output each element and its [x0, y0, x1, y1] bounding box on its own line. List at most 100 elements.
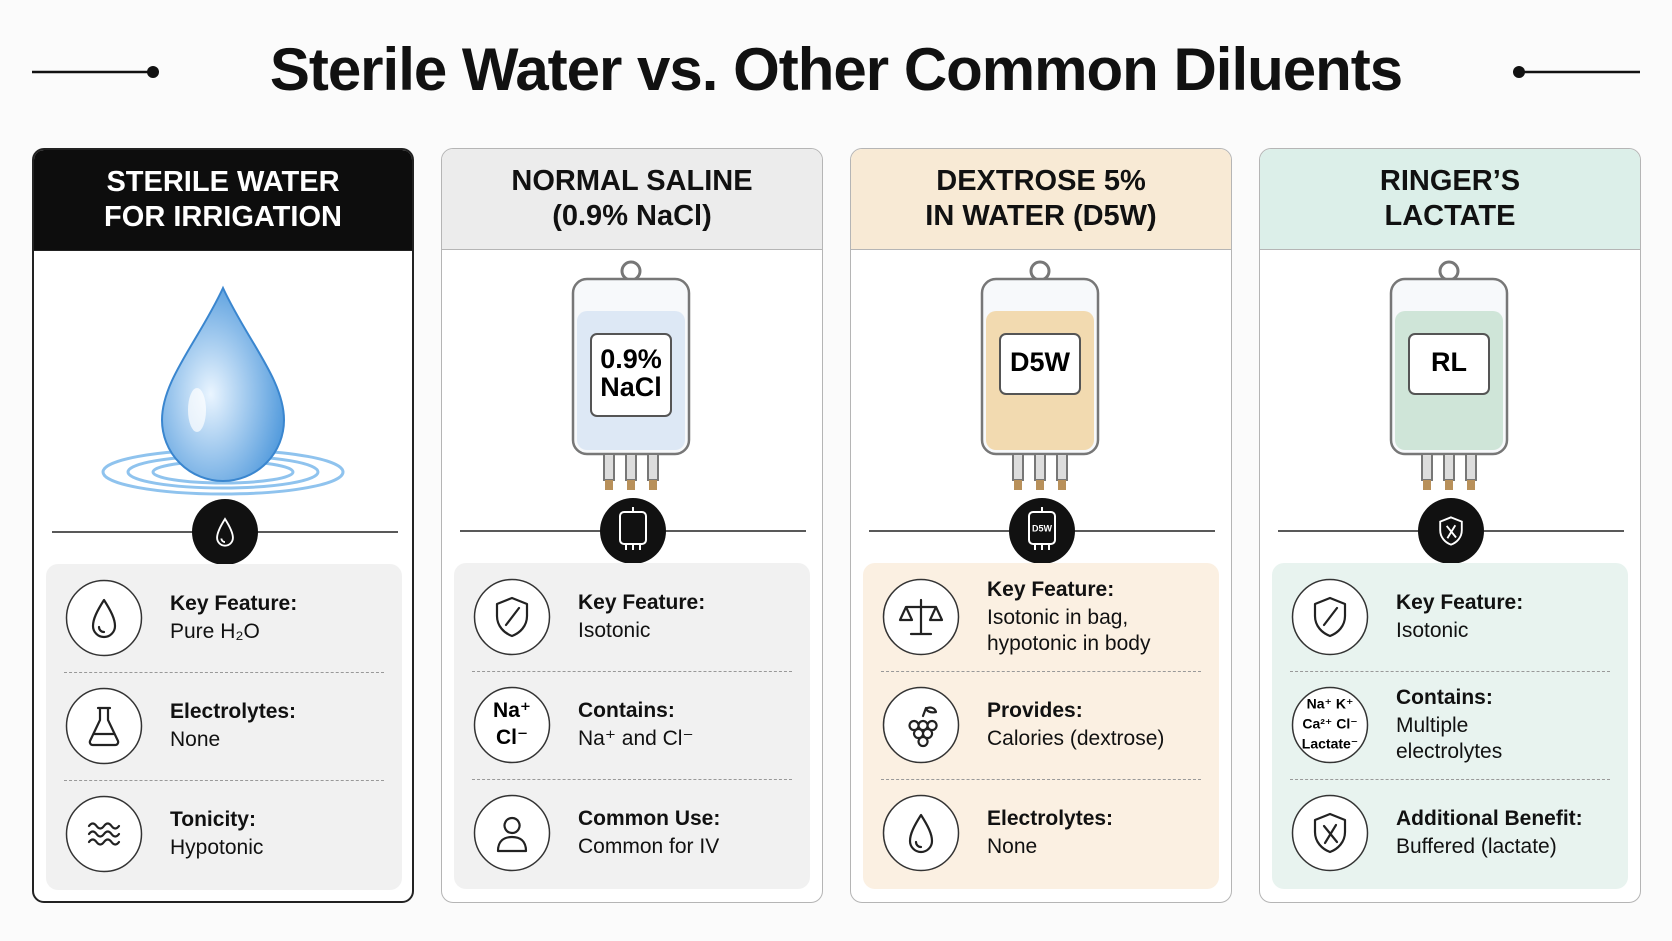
feature-row: Na⁺ K⁺ Ca²⁺ Cl⁻ Lactate⁻ Contains: Multiple e…: [1272, 671, 1628, 779]
icon-text: Cl⁻: [496, 726, 528, 749]
card: DEXTROSE 5% IN WATER (D5W) D5W D5W Key Featu…: [850, 148, 1232, 903]
feature-value: Pure H₂O: [170, 620, 260, 643]
icon-glyph: [91, 598, 117, 639]
feature-row: Tonicity: Hypotonic: [46, 780, 402, 888]
bag-port: [625, 453, 637, 481]
row-divider: [881, 779, 1201, 780]
divider-icon-bg: [600, 498, 666, 564]
feature-value: Hypotonic: [170, 836, 264, 859]
icon-glyph: [88, 706, 120, 747]
feature-value: Isotonic in bag,: [987, 606, 1129, 629]
icon-circle: [65, 579, 143, 657]
illustration: [101, 285, 345, 496]
bag-port-tip: [627, 480, 635, 490]
drop-shine: [188, 388, 206, 432]
icon-circle: [882, 686, 960, 764]
feature-label: Electrolytes:: [170, 700, 297, 723]
bag-port-tip: [1467, 480, 1475, 490]
feature-label: Key Feature:: [578, 591, 706, 614]
bag-label-box: [1408, 333, 1490, 395]
feature-value: Buffered (lactate): [1396, 835, 1557, 858]
divider: [460, 498, 806, 564]
row-divider: [472, 779, 792, 780]
feature-value: Isotonic: [1396, 619, 1469, 642]
icon-glyph: [495, 596, 529, 638]
feature-value: Common for IV: [578, 835, 720, 858]
divider-icon-text: D5W: [1032, 523, 1053, 533]
icon-circle: [65, 687, 143, 765]
feature-label: Key Feature:: [987, 578, 1115, 601]
feature-value: hypotonic in body: [987, 632, 1151, 655]
card: STERILE WATER FOR IRRIGATION Key Feature: P…: [32, 148, 414, 903]
feature-box: Key Feature: Isotonic Na⁺ Cl⁻ Contains: Na⁺ a…: [454, 563, 810, 889]
icon-glyph: [1313, 596, 1347, 638]
feature-row: Provides: Calories (dextrose): [863, 671, 1219, 779]
feature-icon: [65, 687, 143, 765]
divider-icon-bg: [1009, 498, 1075, 564]
bag-port: [1421, 453, 1433, 481]
feature-icon: Na⁺ Cl⁻: [473, 686, 551, 764]
header-line: FOR IRRIGATION: [104, 201, 342, 233]
feature-box: Key Feature: Isotonic in bag, hypotonic in…: [863, 563, 1219, 889]
card-header: NORMAL SALINE (0.9% NaCl): [442, 149, 822, 250]
row-divider: [881, 671, 1201, 672]
icon-glyph: [898, 598, 944, 636]
feature-icon: [473, 578, 551, 656]
bag-hanger: [1438, 260, 1460, 282]
bag-port: [1443, 453, 1455, 481]
header-line: (0.9% NaCl): [552, 200, 712, 232]
divider: [1278, 498, 1624, 564]
bag-port-tip: [1058, 480, 1066, 490]
feature-row: Electrolytes: None: [46, 672, 402, 780]
icon-glyph: [1313, 812, 1347, 854]
feature-row: Key Feature: Pure H₂O: [46, 564, 402, 672]
bag-port: [603, 453, 615, 481]
feature-label: Contains:: [578, 699, 675, 722]
water-drop: [160, 285, 286, 482]
divider-icon: [216, 517, 234, 547]
header-line: LACTATE: [1384, 200, 1516, 232]
bag-port: [647, 453, 659, 481]
feature-value: electrolytes: [1396, 740, 1503, 763]
illustration: 0.9%NaCl: [571, 260, 691, 490]
feature-label: Key Feature:: [1396, 591, 1524, 614]
feature-value: Isotonic: [578, 619, 651, 642]
bag-port-tip: [1445, 480, 1453, 490]
feature-icon: [65, 795, 143, 873]
feature-row: Na⁺ Cl⁻ Contains: Na⁺ and Cl⁻: [454, 671, 810, 779]
header-line: NORMAL SALINE: [511, 165, 753, 197]
divider-icon-bg: [192, 499, 258, 565]
bag-label: NaCl: [600, 372, 662, 402]
bag-label-box: [999, 333, 1081, 395]
card: RINGER’S LACTATE RL Key Feature: Isotonic Na⁺…: [1259, 148, 1641, 903]
icon-glyph: [87, 822, 121, 846]
feature-value: None: [987, 835, 1038, 858]
header-line: IN WATER (D5W): [925, 200, 1157, 232]
divider: D5W: [869, 498, 1215, 564]
bag-label-box: [590, 333, 672, 417]
feature-value: Na⁺ and Cl⁻: [578, 727, 694, 750]
feature-icon: [1291, 794, 1369, 872]
feature-icon: [882, 686, 960, 764]
bag-label: 0.9%: [600, 344, 662, 374]
feature-row: Key Feature: Isotonic: [1272, 563, 1628, 671]
icon-text: Ca²⁺ Cl⁻: [1302, 716, 1357, 732]
bag-label: D5W: [1010, 347, 1071, 377]
card: NORMAL SALINE (0.9% NaCl) 0.9% NaCl Key Feat…: [441, 148, 823, 903]
bag-port: [1056, 453, 1068, 481]
divider-icon-ports: [625, 507, 641, 550]
feature-icon: [882, 578, 960, 656]
card-header: DEXTROSE 5% IN WATER (D5W): [851, 149, 1231, 250]
card-header: STERILE WATER FOR IRRIGATION: [34, 150, 412, 251]
icon-text: Lactate⁻: [1302, 736, 1358, 752]
feature-label: Common Use:: [578, 807, 721, 830]
feature-value: Multiple: [1396, 714, 1469, 737]
title: Sterile Water vs. Other Common Diluents: [269, 36, 1403, 103]
icon-glyph: [496, 816, 528, 853]
icon-circle: [882, 794, 960, 872]
feature-label: Electrolytes:: [987, 807, 1114, 830]
bag-port-tip: [605, 480, 613, 490]
bag-port-tip: [1423, 480, 1431, 490]
bag-port: [1034, 453, 1046, 481]
